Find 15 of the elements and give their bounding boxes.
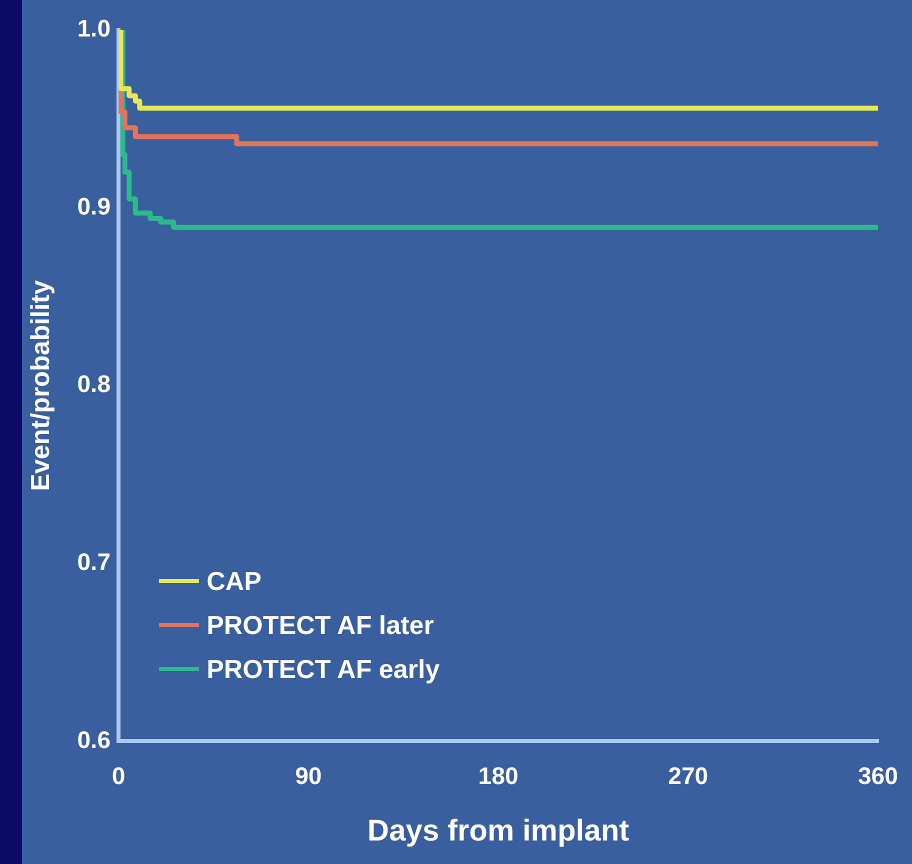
- x-tick-label: 180: [478, 763, 518, 790]
- legend-label: CAP: [206, 566, 262, 597]
- x-tick-label: 90: [295, 763, 322, 790]
- y-tick-label: 1.0: [77, 16, 111, 43]
- x-tick-label: 360: [858, 763, 898, 790]
- legend-label: PROTECT AF early: [206, 654, 440, 685]
- x-tick-label: 270: [668, 763, 708, 790]
- y-axis-title: Event/probability: [24, 280, 55, 492]
- y-tick-label: 0.7: [77, 549, 111, 576]
- legend-label: PROTECT AF later: [206, 610, 434, 641]
- x-axis-title: Days from implant: [367, 814, 630, 848]
- x-tick-label: 0: [112, 763, 126, 790]
- y-tick-label: 0.9: [77, 193, 111, 220]
- y-tick-label: 0.8: [77, 371, 111, 398]
- y-tick-label: 0.6: [77, 726, 111, 754]
